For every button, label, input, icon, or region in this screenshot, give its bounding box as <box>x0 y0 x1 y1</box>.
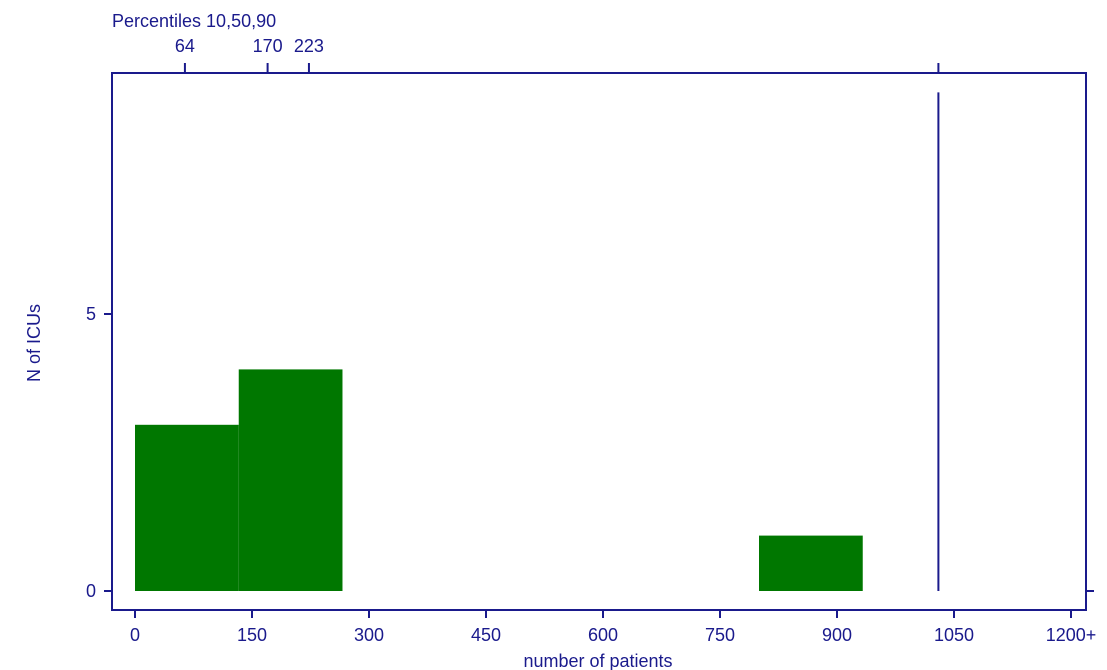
x-tick-label: 1200+ <box>1046 625 1097 645</box>
histogram-bar-2 <box>759 535 863 591</box>
plot-frame <box>111 72 1087 611</box>
x-tick-label: 900 <box>822 625 852 645</box>
bars-layer <box>135 369 863 591</box>
x-axis-title: number of patients <box>523 651 672 670</box>
y-tick-label: 5 <box>86 304 96 324</box>
percentile-axis: 64 170 223 <box>175 36 940 73</box>
x-tick-label: 450 <box>471 625 501 645</box>
x-axis: 0 150 300 450 600 750 900 1050 1200+ <box>130 610 1096 645</box>
x-tick-label: 750 <box>705 625 735 645</box>
x-tick-label: 0 <box>130 625 140 645</box>
x-tick-label: 150 <box>237 625 267 645</box>
histogram-bar-0 <box>135 424 239 591</box>
y-tick-label: 0 <box>86 581 96 601</box>
histogram-bar-1 <box>238 369 343 591</box>
top-axis-title: Percentiles 10,50,90 <box>112 11 276 31</box>
percentile-tick-label: 64 <box>175 36 195 56</box>
percentile-tick-label: 223 <box>294 36 324 56</box>
x-tick-label: 1050 <box>934 625 974 645</box>
percentile-tick-label: 170 <box>253 36 283 56</box>
y-axis-title: N of ICUs <box>24 304 44 382</box>
y-axis: 05 <box>86 304 1094 601</box>
x-tick-label: 300 <box>354 625 384 645</box>
x-tick-label: 600 <box>588 625 618 645</box>
